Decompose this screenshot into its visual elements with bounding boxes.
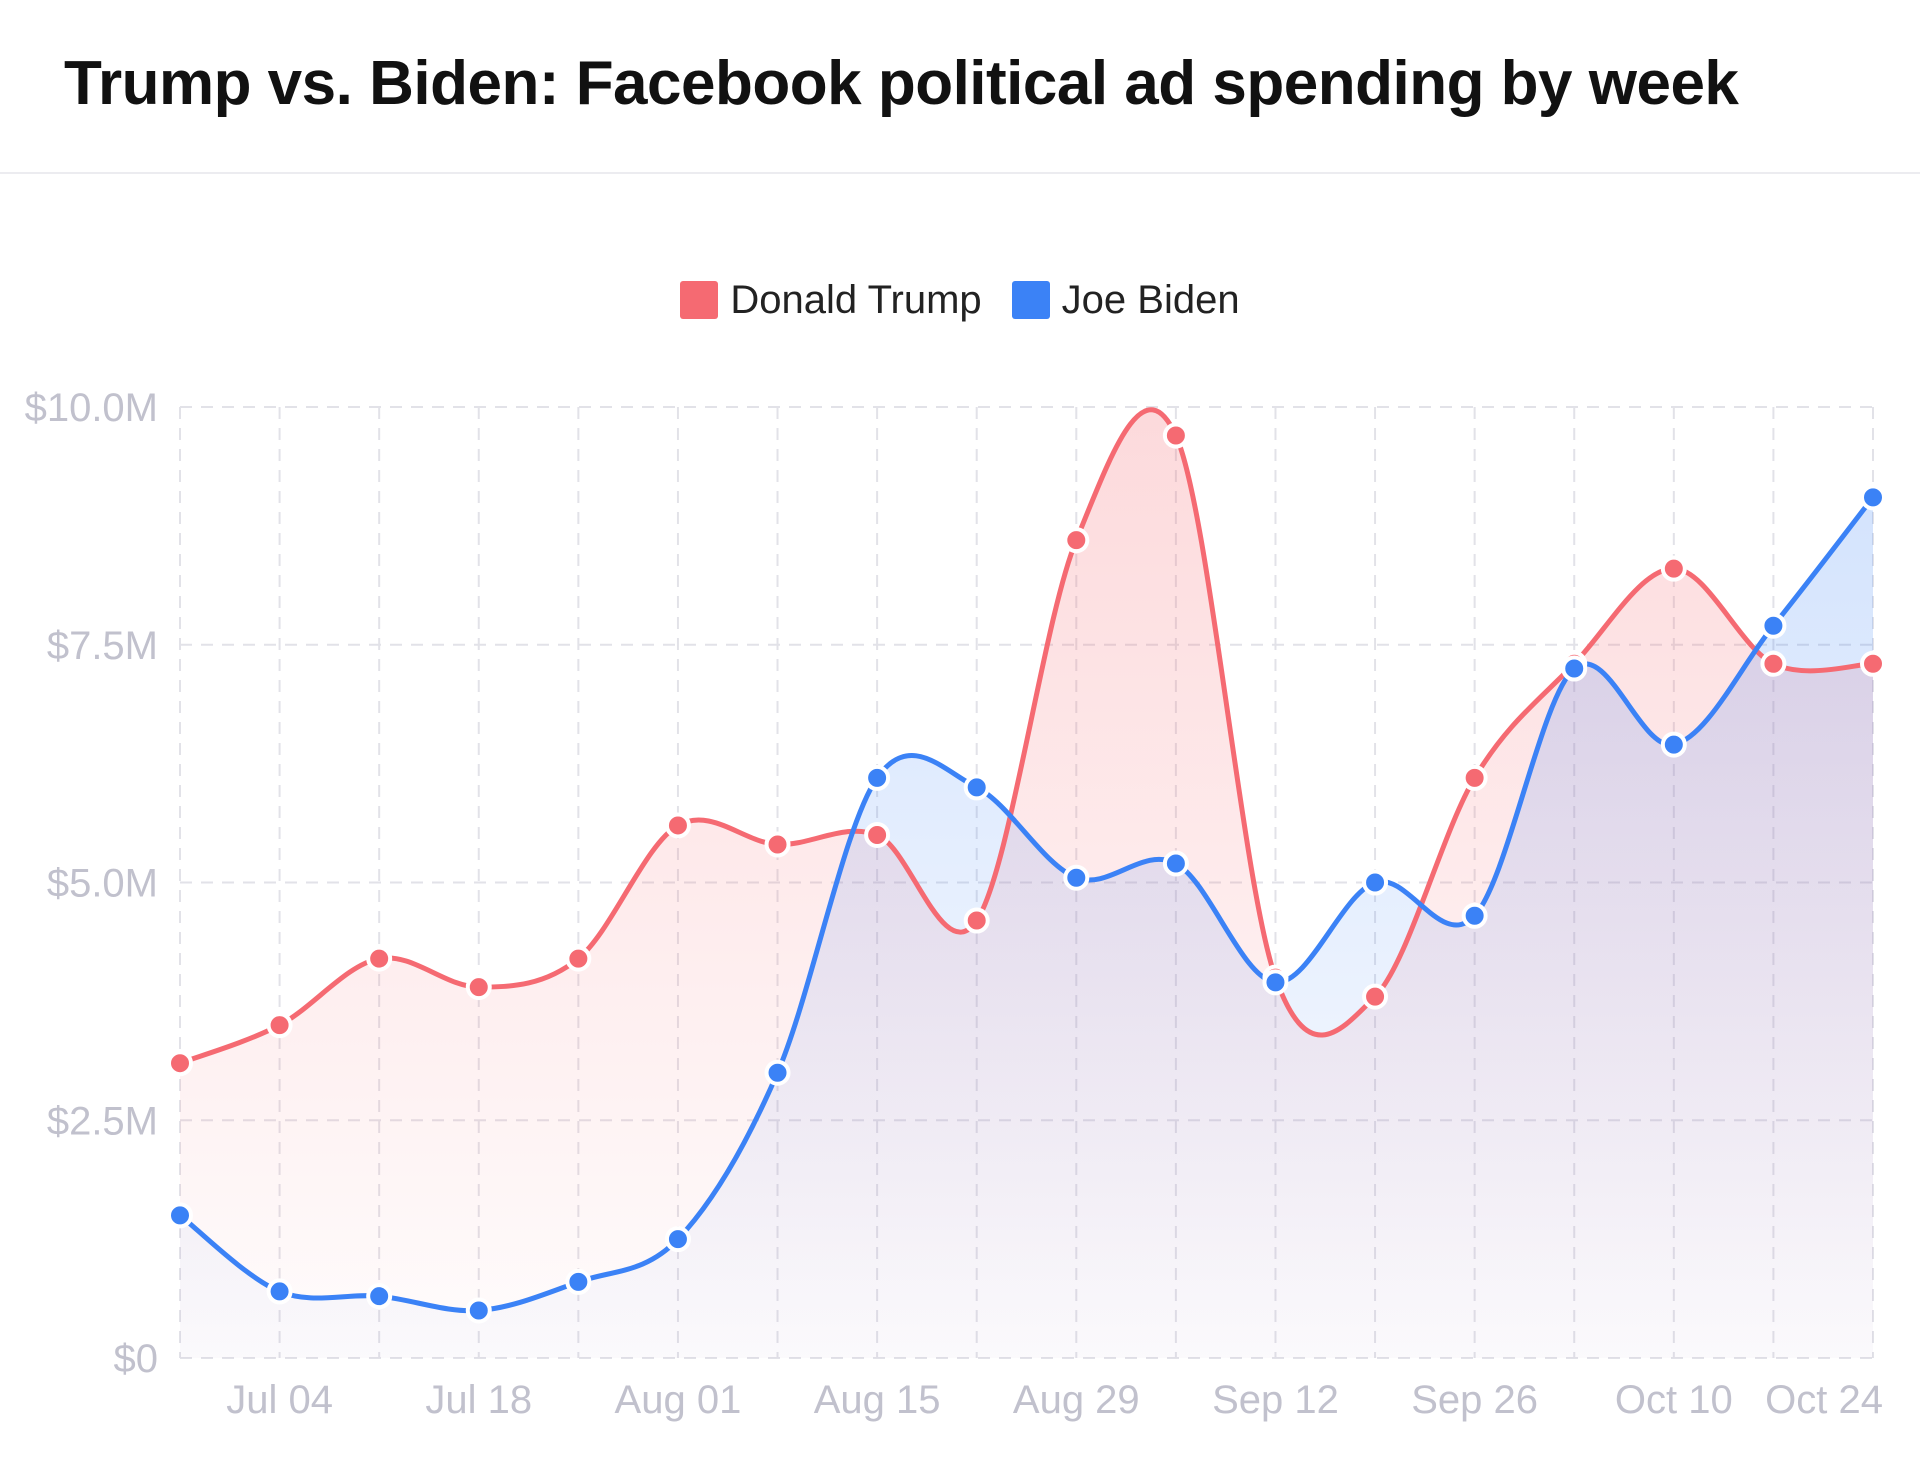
legend-item-trump[interactable]: Donald Trump: [680, 277, 982, 323]
point-biden[interactable]: [764, 1059, 791, 1086]
x-tick-label: Sep 12: [1212, 1378, 1339, 1422]
series-areas: [180, 409, 1873, 1359]
point-trump[interactable]: [167, 1050, 193, 1077]
x-tick-label: Oct 10: [1615, 1378, 1733, 1422]
x-tick-label: Jul 18: [425, 1378, 532, 1422]
x-tick-label: Aug 01: [615, 1378, 742, 1422]
x-tick-label: Aug 15: [814, 1378, 941, 1422]
legend-label-biden: Joe Biden: [1061, 277, 1240, 322]
point-trump[interactable]: [266, 1012, 293, 1039]
chart-header: Trump vs. Biden: Facebook political ad s…: [0, 0, 1920, 174]
point-biden[interactable]: [1561, 655, 1588, 682]
point-trump[interactable]: [1461, 764, 1488, 791]
point-biden[interactable]: [1162, 850, 1189, 877]
point-biden[interactable]: [565, 1268, 592, 1295]
legend: Donald Trump Joe Biden: [0, 274, 1920, 326]
point-biden[interactable]: [266, 1278, 293, 1305]
point-trump[interactable]: [764, 831, 791, 858]
point-trump[interactable]: [1760, 650, 1787, 677]
point-biden[interactable]: [1860, 484, 1886, 511]
point-biden[interactable]: [1461, 902, 1488, 929]
point-biden[interactable]: [1262, 969, 1289, 996]
point-trump[interactable]: [1660, 555, 1687, 582]
point-biden[interactable]: [1362, 869, 1389, 896]
point-trump[interactable]: [465, 974, 492, 1001]
legend-item-biden[interactable]: Joe Biden: [1011, 277, 1240, 323]
point-trump[interactable]: [366, 945, 393, 972]
point-biden[interactable]: [465, 1297, 492, 1324]
point-biden[interactable]: [1660, 731, 1687, 758]
y-tick-label: $0: [114, 1337, 159, 1381]
chart-title: Trump vs. Biden: Facebook political ad s…: [64, 49, 1739, 118]
y-tick-label: $2.5M: [47, 1099, 158, 1143]
x-tick-label: Oct 24: [1765, 1378, 1883, 1422]
point-biden[interactable]: [1760, 612, 1787, 639]
point-biden[interactable]: [1063, 864, 1090, 891]
legend-swatch-biden: [1011, 281, 1050, 319]
line-biden[interactable]: [177, 494, 1876, 1314]
point-trump[interactable]: [864, 821, 891, 848]
legend-label-trump: Donald Trump: [730, 277, 982, 322]
x-tick-label: Jul 04: [226, 1378, 333, 1422]
y-tick-label: $10.0M: [25, 386, 158, 430]
point-trump[interactable]: [1860, 650, 1886, 677]
point-trump[interactable]: [664, 812, 691, 839]
x-tick-label: Aug 29: [1013, 1378, 1140, 1422]
point-biden[interactable]: [167, 1202, 193, 1229]
point-biden[interactable]: [963, 774, 990, 801]
x-tick-label: Sep 26: [1411, 1378, 1538, 1422]
point-trump[interactable]: [1162, 422, 1189, 449]
series-points: [167, 422, 1886, 1324]
y-tick-label: $7.5M: [47, 624, 158, 668]
point-trump[interactable]: [1063, 527, 1090, 554]
legend-swatch-trump: [680, 281, 719, 319]
point-biden[interactable]: [864, 764, 891, 791]
y-tick-label: $5.0M: [47, 862, 158, 906]
point-biden[interactable]: [366, 1283, 393, 1310]
point-biden[interactable]: [664, 1226, 691, 1253]
area-biden: [180, 497, 1873, 1359]
point-trump[interactable]: [1362, 983, 1389, 1010]
point-trump[interactable]: [565, 945, 592, 972]
axis-labels: $0 $2.5M $5.0M $7.5M $10.0M Jul 04 Jul 18 Aug 0…: [25, 386, 1883, 1422]
point-trump[interactable]: [963, 907, 990, 934]
